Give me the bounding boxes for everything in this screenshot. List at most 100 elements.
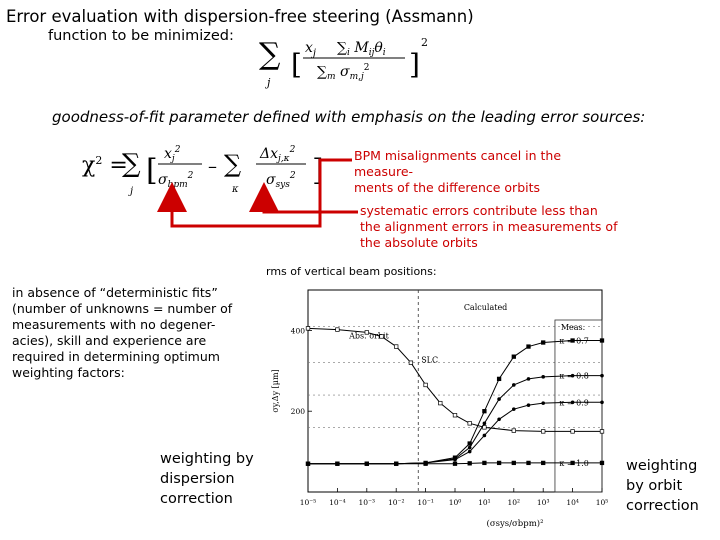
data-point [438,400,443,406]
svg-text:∑i Mijθi: ∑i Mijθi [337,40,386,58]
arrow-bpm [157,158,352,228]
data-point [482,433,487,438]
data-point [482,409,487,414]
note-systematic-errors: systematic errors contribute less than t… [360,203,618,250]
svg-text:]: ] [312,153,324,188]
data-point [526,460,531,466]
y-axis-label: σy,Δy [μm] [271,369,280,412]
x-tick-label: 10⁴ [566,498,579,507]
series-label: κ = 0.7 [559,337,589,346]
series-line [308,340,602,465]
svg-text:∑: ∑ [224,150,241,178]
data-point [512,407,516,411]
data-point [453,457,457,462]
data-point [511,460,516,466]
data-point [496,460,502,466]
rms-label: rms of vertical beam positions: [266,265,437,278]
y-tick-label: 200 [291,407,306,416]
x-tick-label: 10² [508,498,521,507]
data-point [512,383,516,387]
absence-paragraph: in absence of “deterministic fits” (numb… [12,285,233,380]
x-tick-label: 10⁻² [388,498,405,507]
slide-title: Error evaluation with dispersion-free st… [6,7,474,26]
x-tick-label: 10³ [537,498,550,507]
series-label: κ = 1.0 [559,459,589,468]
data-point [526,403,531,407]
data-point [497,397,501,401]
x-tick-label: 10⁻⁴ [329,498,346,507]
weighting-orbit-label: weighting by orbit correction [626,458,699,514]
data-point [496,376,502,382]
data-point [408,360,414,365]
weighting-dispersion-label: weighting by dispersion correction [160,451,254,507]
x-tick-label: 10⁰ [449,498,462,507]
goodness-of-fit-label: goodness-of-fit parameter defined with e… [52,108,646,126]
x-tick-label: 10⁻⁵ [300,498,317,507]
svg-text:[: [ [291,48,302,81]
svg-text:xj: xj [305,40,316,59]
data-point [305,326,311,331]
data-point [541,429,546,434]
note-bpm-misalignment: BPM misalignments cancel in the measure-… [354,148,562,195]
series-line [308,375,602,465]
annotation-slc: SLC [421,356,438,365]
data-point [423,382,428,388]
x-axis-label: (σsys/σbpm)² [487,518,544,529]
svg-text:j: j [128,186,133,197]
data-point [600,373,604,378]
data-point [364,330,369,335]
data-point [600,400,604,405]
series-label: κ = 0.9 [559,398,589,407]
annotation-calculated: Calculated [464,303,507,312]
data-point [570,338,575,343]
series-label: κ = 0.8 [559,372,589,381]
data-point [467,461,472,466]
svg-text:χ2 =: χ2 = [82,153,128,178]
data-point [467,445,472,450]
svg-text:∑: ∑ [259,37,281,72]
data-point [570,460,575,466]
data-point [482,425,487,430]
data-point [599,429,605,434]
svg-text:κ: κ [231,184,239,195]
y-tick-label: 400 [291,326,306,335]
svg-text:j: j [264,76,271,89]
annotation-abs-orbit: Abs. orbit [348,331,389,340]
data-point [452,413,458,418]
svg-text:[: [ [146,153,158,188]
data-point [526,344,531,349]
data-point [570,400,575,405]
data-point [335,327,340,332]
data-point [467,449,472,454]
minimization-equation: ∑ j [ xj ∑i Mijθi ∑m σm,j2 ] 2 [259,36,428,89]
data-point [467,441,472,446]
data-point [599,338,605,343]
data-point [570,373,575,378]
data-point [482,460,487,466]
data-point [452,461,458,466]
svg-text:]: ] [409,48,420,81]
arrow-sys [249,182,358,214]
chi-square-equation: χ2 = ∑ j [ xj2 σbpm2 – ∑ κ Δxj,κ2 σsys2 … [82,145,324,197]
data-point [541,375,545,379]
data-point [335,461,340,466]
series-line [308,462,602,465]
data-point [394,344,399,349]
x-tick-label: 10⁵ [596,498,609,507]
data-point [599,460,605,466]
data-point [570,429,575,434]
data-point [364,461,369,466]
data-point [379,334,384,339]
series-line [308,401,602,465]
data-point [394,461,399,466]
data-point [541,401,545,405]
x-tick-label: 10⁻³ [359,498,376,507]
svg-text:∑: ∑ [122,149,141,179]
data-point [467,421,472,426]
data-point [541,460,546,466]
annotation-meas: Meas. [561,323,585,332]
data-point [511,428,516,433]
data-point [497,417,501,422]
data-point [541,340,546,345]
